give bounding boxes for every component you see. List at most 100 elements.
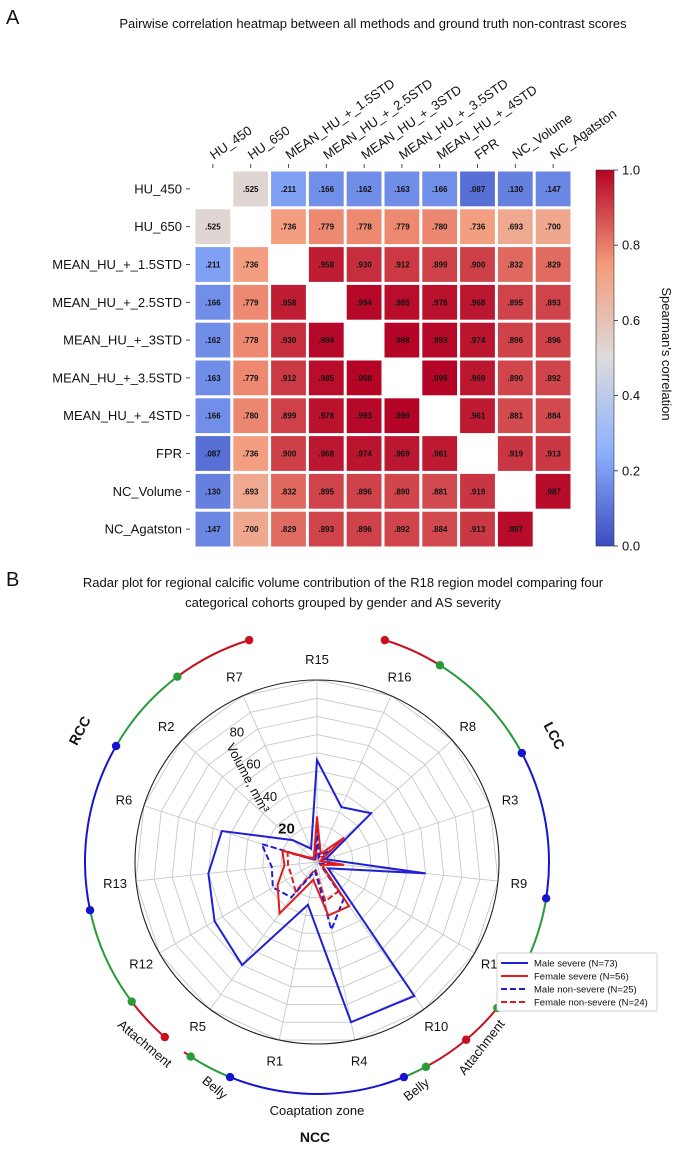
radar-grid-ring (244, 788, 390, 934)
heatmap-cell (497, 322, 533, 358)
heatmap-cell-value: .930 (356, 261, 372, 270)
radar-chart: R15R16R8R3R9R18R10R4R1R5R12R13R6R2R72040… (65, 635, 568, 1145)
heatmap-cell-value: .693 (243, 487, 259, 496)
radar-cusp-marker (435, 661, 445, 670)
heatmap-cell-value: .087 (205, 450, 221, 459)
colorbar-gradient (595, 169, 615, 547)
heatmap-cell-value: .147 (205, 525, 221, 534)
zone-label-coaptation: Coaptation zone (270, 1103, 365, 1118)
heatmap-cell-value: .993 (356, 412, 372, 421)
legend-label: Female severe (N=56) (534, 972, 629, 983)
heatmap-cell-value: .958 (319, 261, 335, 270)
radar-cusp-marker (160, 1032, 169, 1042)
heatmap-cell-value: .211 (205, 261, 221, 270)
colorbar: 0.0 0.2 0.4 0.6 0.8 1.0 Spearman's correlation (595, 163, 674, 554)
heatmap-cell-value: .895 (319, 487, 335, 496)
heatmap-cell (195, 247, 231, 282)
cusp-arc-lcc (439, 664, 523, 754)
legend: Male severe (N=73) Female severe (N=56) Ma… (496, 952, 658, 1012)
heatmap-cell-value: .892 (545, 374, 561, 383)
heatmap-cell (422, 322, 458, 358)
cusp-arc-rcc (176, 639, 250, 678)
radar-cusp-marker (85, 906, 95, 915)
heatmap-cell-value: .130 (205, 487, 221, 496)
heatmap-cell-value: .994 (319, 336, 335, 345)
heatmap-cell (308, 398, 344, 434)
heatmap-cell (195, 209, 231, 245)
heatmap-cell-value: .999 (432, 374, 448, 383)
legend-box (496, 952, 658, 1012)
heatmap-cell (233, 360, 269, 396)
heatmap-cell (422, 171, 458, 207)
heatmap-cell (535, 360, 571, 396)
heatmap-cell-value: .832 (281, 487, 297, 496)
radar-category-label: R12 (129, 957, 153, 972)
heatmap-cell-value: .969 (470, 374, 486, 383)
heatmap-cell (233, 436, 269, 471)
heatmap-cell-value: .993 (432, 336, 448, 345)
radar-category-label: R16 (388, 670, 412, 685)
heatmap-cell-value: .978 (319, 412, 335, 421)
heatmap-cell-value: .919 (470, 487, 486, 496)
heatmap-cell-value: .884 (432, 525, 448, 534)
heatmap-row-label: NC_Volume (113, 484, 182, 499)
heatmap-cell (384, 322, 420, 358)
heatmap-cell (460, 398, 495, 434)
radar-radial-tick: 80 (230, 724, 244, 739)
radar-spoke (278, 861, 318, 1041)
radar-grid-ring (171, 715, 463, 1005)
radar-spoke (159, 861, 318, 954)
heatmap-column-label: HU_650 (245, 123, 293, 163)
cusp-label-rcc: RCC (65, 714, 93, 748)
heatmap-cell (384, 209, 420, 245)
heatmap-row-label: MEAN_HU_+_3STD (63, 333, 182, 348)
heatmap-cell-value: .961 (432, 450, 448, 459)
heatmap-cell-value: .913 (545, 450, 561, 459)
heatmap-cell (460, 322, 495, 358)
heatmap-row-label: FPR (156, 446, 182, 461)
radar-title-line1: Radar plot for regional calcific volume … (83, 575, 604, 590)
radar-spoke (316, 861, 475, 954)
heatmap-cell-value: .987 (545, 487, 561, 496)
radar-spoke (316, 695, 392, 863)
heatmap-cell-value: .211 (281, 185, 297, 194)
radar-grid-ring (207, 752, 427, 970)
heatmap-cell (308, 322, 344, 358)
heatmap-cell (233, 171, 269, 207)
radar-category-label: R10 (424, 1019, 448, 1034)
heatmap-cell (233, 284, 269, 320)
heatmap-cell-value: .829 (281, 525, 297, 534)
heatmap-cell (535, 398, 571, 434)
cusp-arc-rcc (89, 910, 133, 1003)
heatmap-cell (346, 398, 382, 434)
radar-cusp-marker (461, 1035, 471, 1044)
heatmap-cell (497, 209, 533, 245)
cusp-arc-lcc (520, 752, 550, 899)
heatmap-cell (422, 284, 458, 320)
heatmap-cell (233, 322, 269, 358)
heatmap-cell (346, 511, 382, 547)
radar-category-label: R9 (511, 876, 528, 891)
heatmap-cell-value: .162 (356, 185, 372, 194)
heatmap-cell-value: .162 (205, 336, 221, 345)
heatmap-cell-value: .736 (281, 223, 297, 232)
heatmap-cell-value: .525 (205, 223, 221, 232)
heatmap-cell (346, 247, 382, 282)
heatmap-cell (422, 436, 458, 471)
heatmap-cell (535, 247, 571, 282)
heatmap-cell (195, 284, 231, 320)
heatmap-cell (271, 436, 306, 471)
cusp-arc-ncc (225, 1074, 409, 1095)
radar-grid-ring (135, 679, 499, 1041)
heatmap-cell-value: .881 (432, 487, 448, 496)
heatmap-cell-value: .994 (356, 298, 372, 307)
heatmap-column-label: HU_450 (207, 123, 255, 163)
heatmap-cell-value: .899 (281, 412, 297, 421)
heatmap-cell (422, 209, 458, 245)
colorbar-tick-label: 1.0 (622, 163, 640, 178)
radar-cusp-marker (127, 997, 136, 1006)
heatmap-cell (271, 209, 306, 245)
heatmap-cell-value: .700 (545, 223, 561, 232)
heatmap-cell (308, 360, 344, 396)
heatmap-cell-value: .736 (243, 261, 259, 270)
